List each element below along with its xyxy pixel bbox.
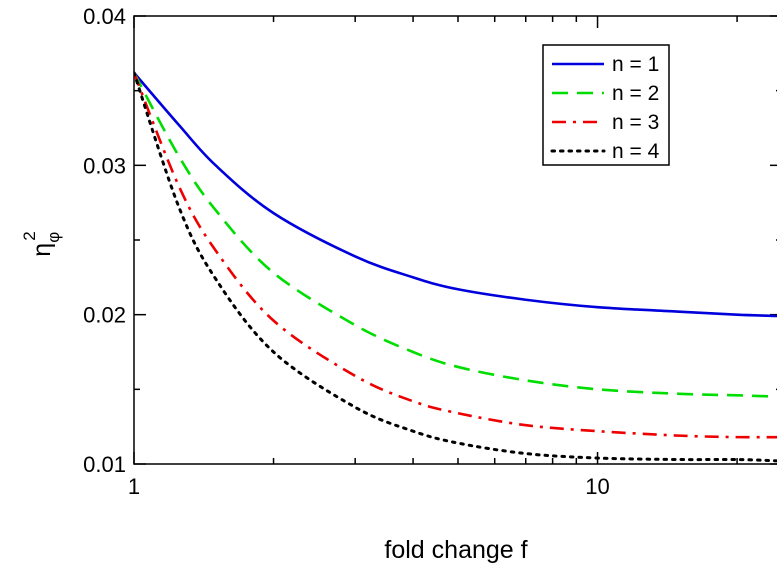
- y-axis-label-superscript: 2: [20, 231, 39, 240]
- axis-ticks: 0.01 0.02 0.03 0.04 1 10: [83, 4, 777, 499]
- y-tick-label: 0.04: [83, 4, 126, 29]
- y-tick-label: 0.03: [83, 153, 126, 178]
- legend-label-n4: n = 4: [612, 140, 660, 163]
- plot-frame: [133, 15, 777, 465]
- legend-label-n2: n = 2: [612, 82, 659, 105]
- y-tick-label: 0.01: [83, 452, 126, 477]
- legend-label-n1: n = 1: [612, 53, 659, 76]
- x-tick-label: 1: [128, 474, 140, 499]
- series-line-n4: [134, 71, 777, 463]
- y-axis-label-subscript: φ: [44, 232, 63, 243]
- x-axis-label: fold change f: [384, 536, 527, 564]
- x-tick-label: 10: [585, 474, 609, 499]
- svg-text:ηφ2: ηφ2: [20, 231, 63, 256]
- series-layer: [134, 71, 777, 463]
- legend: n = 1 n = 2 n = 3 n = 4: [542, 44, 670, 166]
- legend-label-n3: n = 3: [612, 111, 659, 134]
- series-line-n2: [134, 72, 777, 398]
- y-tick-label: 0.02: [83, 303, 126, 328]
- series-line-n1: [134, 71, 777, 318]
- y-axis-label-base: η: [28, 243, 56, 257]
- y-axis-label: ηφ2: [20, 231, 63, 256]
- series-line-n3: [134, 72, 777, 439]
